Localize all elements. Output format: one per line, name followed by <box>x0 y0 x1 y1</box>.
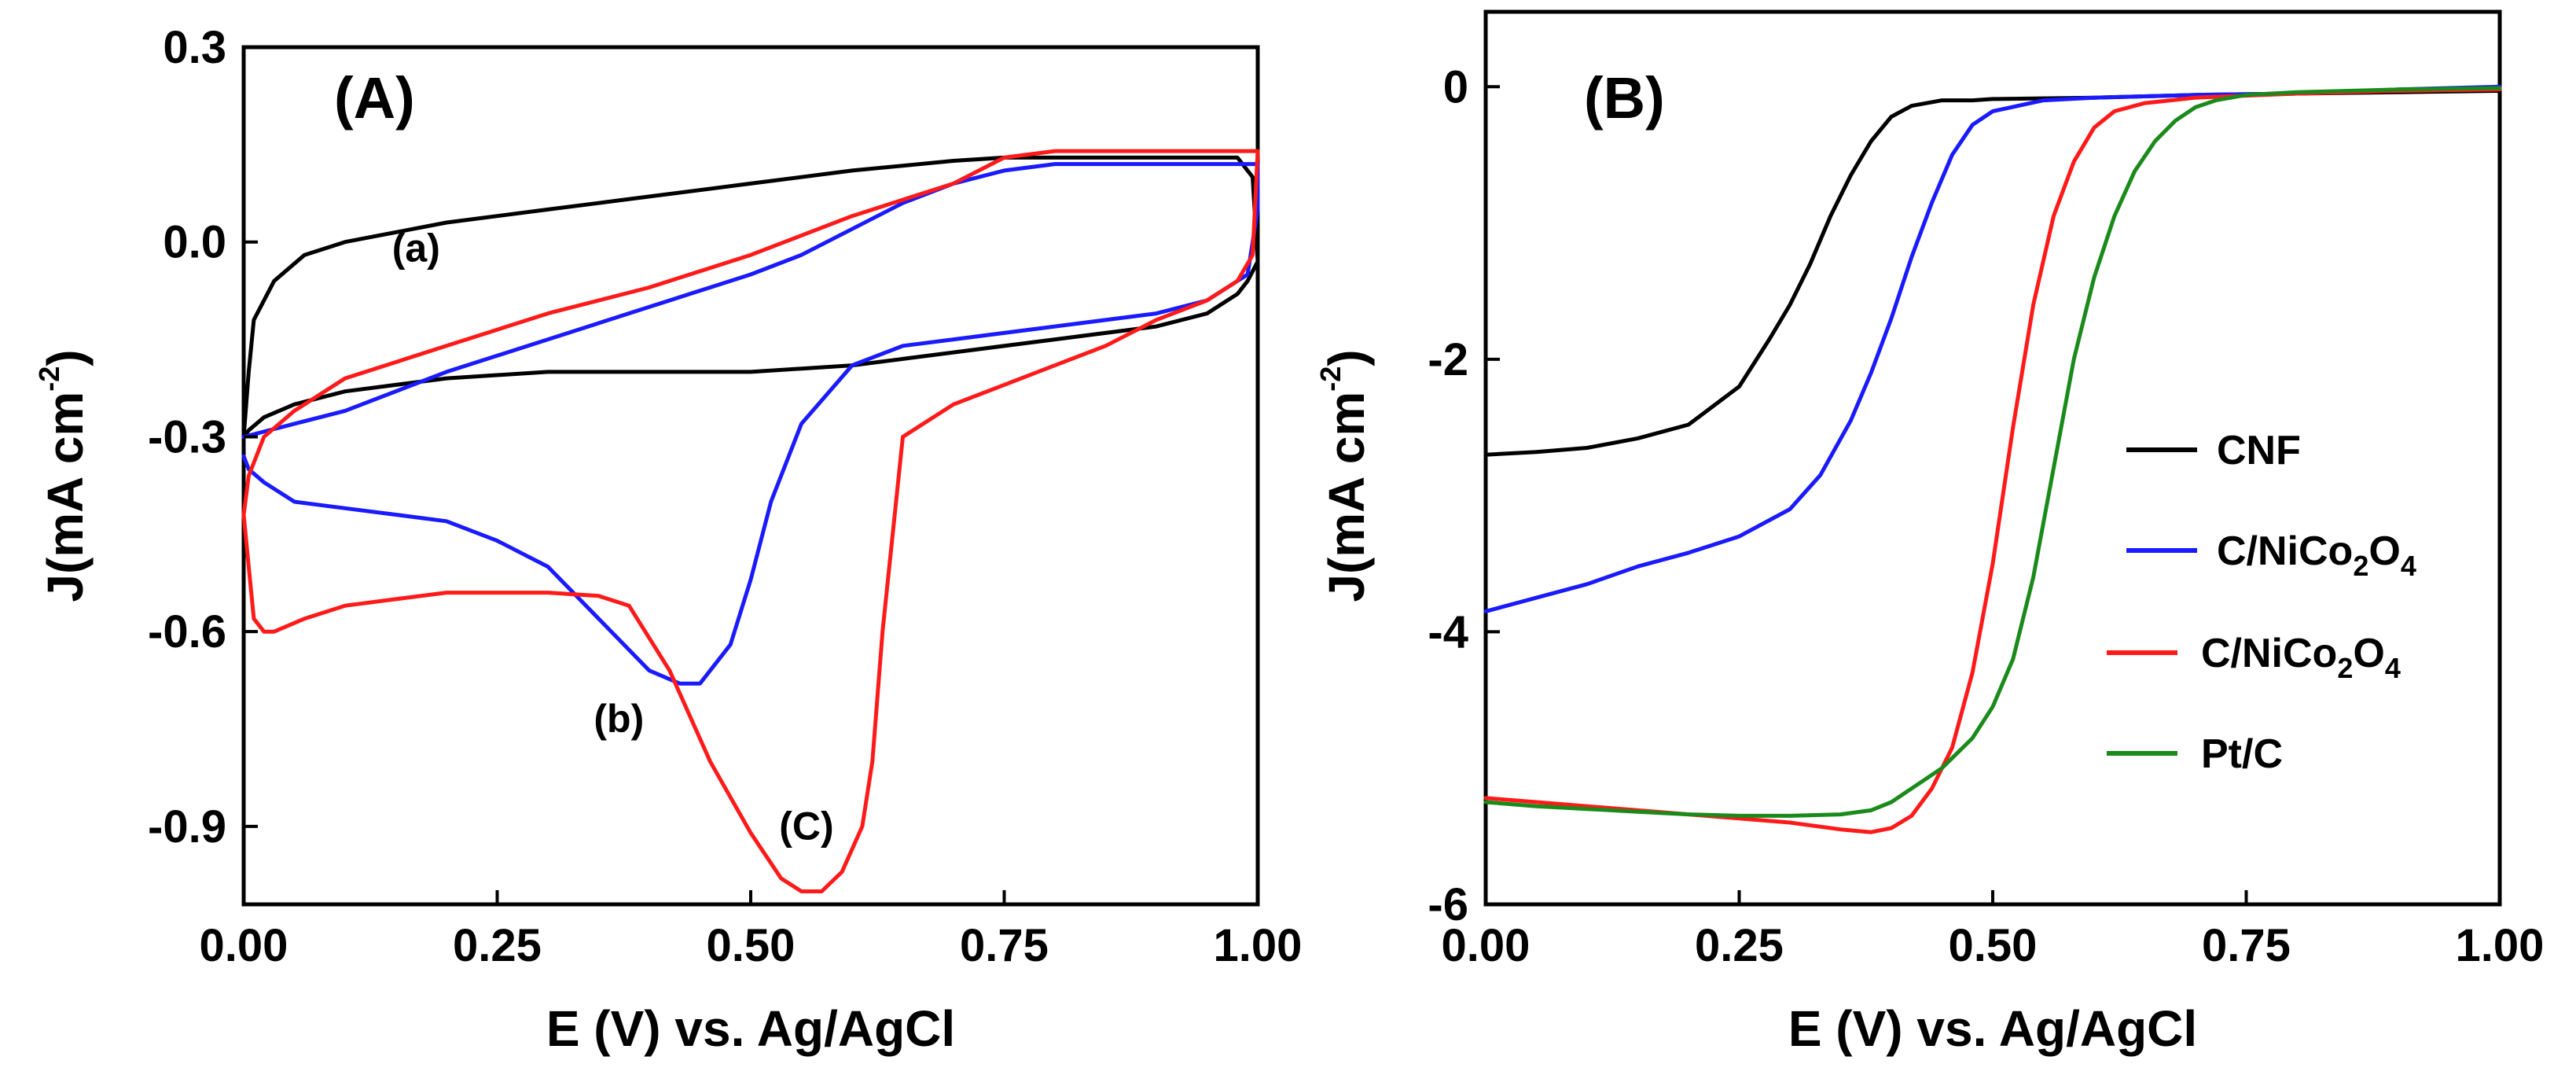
legend-label-c-nico2o4-blue: C/NiCo2O4 <box>2217 528 2416 582</box>
panel-b-ytick-label-2: -4 <box>1428 606 1468 657</box>
panel-a-annotations: (a) (b) (C) <box>392 226 834 849</box>
panel-a-ytick-label-4: -0.9 <box>148 801 226 852</box>
svg-text:J(mA cm-2): J(mA cm-2) <box>33 349 94 602</box>
panel-a-y-axis-label: J(mA cm-2) <box>33 349 94 602</box>
panel-b-plot-frame <box>1483 9 2502 907</box>
panel-b-legend: CNF C/NiCo2O4 C/NiCo2O4 Pt/C <box>2107 428 2416 777</box>
panel-a-curves <box>241 149 1260 893</box>
legend-blue-sub2: 4 <box>2401 550 2416 582</box>
legend-red-sub2: 4 <box>2385 652 2401 684</box>
panel-a-xtick-label-4: 1.00 <box>1214 920 1303 971</box>
panel-a-series-0-black <box>241 155 1260 439</box>
panel-b-xtick-label-3: 0.75 <box>2202 920 2291 971</box>
legend-label-pt-c: Pt/C <box>2201 731 2283 777</box>
panel-b-xtick-label-4: 1.00 <box>2456 920 2545 971</box>
panel-a-label: (A) <box>334 65 415 131</box>
panel-a-ylabel-close: ) <box>37 349 94 366</box>
panel-b-ytick-label-0: 0 <box>1443 61 1468 112</box>
panel-a-xtick-label-1: 0.25 <box>453 920 542 971</box>
panel-b-ytick-label-3: -6 <box>1428 879 1468 930</box>
panel-b-ylabel-main: J(mA cm <box>1318 392 1375 602</box>
panel-a-x-axis-label: E (V) vs. Ag/AgCl <box>546 1000 955 1057</box>
panel-a-ticks: 0.00 0.25 0.50 0.75 1.00 0.3 0.0 -0.3 -0.6 -0.9 <box>148 22 1302 971</box>
panel-a-xtick-label-0: 0.00 <box>200 920 288 971</box>
panel-a-xtick-label-3: 0.75 <box>960 920 1049 971</box>
legend-red-sub1: 2 <box>2337 652 2353 684</box>
panel-a-plot-frame <box>241 45 1260 907</box>
panel-b-xtick-label-1: 0.25 <box>1695 920 1784 971</box>
panel-b-series-2-red <box>1483 87 2502 834</box>
legend-red-main: C/NiCo <box>2201 631 2337 676</box>
legend-red-mid: O <box>2353 631 2384 676</box>
panel-b-y-axis-label: J(mA cm-2) <box>1314 349 1375 602</box>
legend-blue-mid: O <box>2368 528 2400 574</box>
panel-a-ylabel-main: J(mA cm <box>37 392 94 602</box>
panel-b-series-3-green <box>1483 86 2502 818</box>
svg-text:J(mA cm-2): J(mA cm-2) <box>1314 349 1375 602</box>
panel-a-ytick-label-3: -0.6 <box>148 606 226 657</box>
panel-b-chart: 0.00 0.25 0.50 0.75 1.00 0 -2 -4 -6 (B) E (V) vs… <box>1314 9 2544 1057</box>
panel-a-chart: 0.00 0.25 0.50 0.75 1.00 0.3 0.0 -0.3 -0.6 -0.9 (… <box>33 22 1302 1057</box>
panel-b-ticks: 0.00 0.25 0.50 0.75 1.00 0 -2 -4 -6 <box>1428 61 2544 971</box>
panel-b-xtick-label-0: 0.00 <box>1442 920 1531 971</box>
panel-a-ytick-label-0: 0.3 <box>163 22 226 73</box>
panel-a-series-1-blue <box>241 162 1260 686</box>
panel-b-label: (B) <box>1584 65 1665 131</box>
legend-label-cnf: CNF <box>2217 428 2301 473</box>
panel-a-curve-annotation-2: (C) <box>779 804 833 848</box>
panel-b-x-axis-label: E (V) vs. Ag/AgCl <box>1788 1000 2197 1057</box>
legend-blue-main: C/NiCo <box>2217 528 2353 574</box>
panel-a-ylabel-sup: -2 <box>33 366 65 392</box>
panel-b-series-1-blue <box>1483 84 2502 613</box>
panel-b-ylabel-sup: -2 <box>1314 366 1347 392</box>
panel-a-curve-annotation-0: (a) <box>392 226 440 271</box>
panel-b-curves <box>1483 84 2502 834</box>
panel-b-ytick-label-1: -2 <box>1428 334 1468 385</box>
legend-label-c-nico2o4-red: C/NiCo2O4 <box>2201 631 2401 684</box>
panel-b-series-0-black <box>1483 89 2502 457</box>
panel-b-ylabel-close: ) <box>1318 349 1375 366</box>
panel-a-ytick-label-2: -0.3 <box>148 411 226 462</box>
panel-a-series-2-red <box>241 149 1260 893</box>
panel-a-ytick-label-1: 0.0 <box>163 217 226 268</box>
panel-b-xtick-label-2: 0.50 <box>1949 920 2038 971</box>
panel-a-curve-annotation-1: (b) <box>593 697 644 741</box>
panel-a-xtick-label-2: 0.50 <box>707 920 796 971</box>
legend-blue-sub1: 2 <box>2353 550 2368 582</box>
